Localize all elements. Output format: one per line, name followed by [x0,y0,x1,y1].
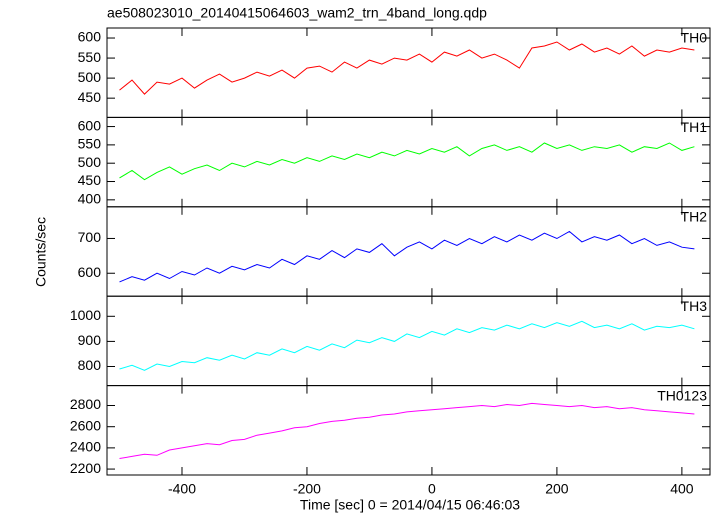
y-tick-label: 2800 [70,396,101,412]
y-tick-label: 2200 [70,460,101,476]
series-label: TH3 [681,298,708,314]
y-tick-label: 2600 [70,417,101,433]
y-tick-label: 450 [78,172,102,188]
panel-frame [106,206,711,297]
y-tick-label: 600 [78,29,102,45]
x-tick-label: -200 [293,481,321,497]
series-line [119,142,695,181]
y-tick-label: 700 [78,229,102,245]
series-label: TH0123 [657,387,707,403]
panel-frame [106,27,711,118]
series-line [119,320,695,371]
panel-frame [106,385,711,476]
x-tick-label: 400 [670,481,694,497]
y-tick-label: 550 [78,136,102,152]
series-line [119,41,695,95]
y-tick-label: 2400 [70,439,101,455]
y-tick-label: 500 [78,154,102,170]
y-tick-label: 1000 [70,307,101,323]
chart-title: ae508023010_20140415064603_wam2_trn_4ban… [107,5,487,21]
y-tick-label: 800 [78,357,102,373]
y-tick-label: 550 [78,49,102,65]
y-tick-label: 600 [78,117,102,133]
y-tick-label: 450 [78,89,102,105]
series-line [119,230,695,283]
y-axis-label: Counts/sec [33,217,49,287]
y-tick-label: 400 [78,191,102,207]
y-tick-label: 900 [78,332,102,348]
x-axis-label: Time [sec] 0 = 2014/04/15 06:46:03 [300,497,520,513]
series-label: TH0 [681,30,708,46]
panel-frame [106,116,711,208]
y-tick-label: 600 [78,264,102,280]
y-tick-label: 500 [78,69,102,85]
x-tick-label: -400 [168,481,196,497]
series-label: TH2 [681,209,708,225]
x-tick-label: 200 [545,481,569,497]
x-tick-label: 0 [428,481,436,497]
panel-frame [106,295,711,387]
series-line [119,402,695,459]
series-label: TH1 [681,119,708,135]
